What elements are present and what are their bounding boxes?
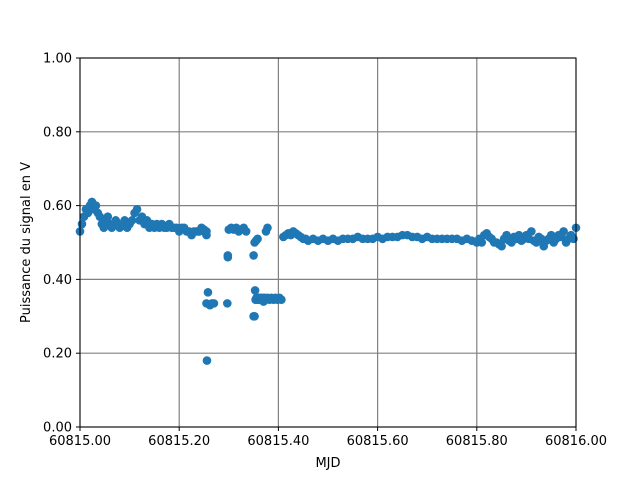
x-tick-label: 60815.80: [446, 434, 508, 449]
data-point: [569, 234, 578, 244]
data-point: [202, 227, 211, 236]
data-point: [477, 238, 487, 247]
x-tick-label: 60815.60: [347, 434, 409, 449]
data-point: [497, 241, 506, 251]
data-point: [203, 288, 213, 297]
data-point: [223, 251, 233, 260]
data-point: [277, 295, 286, 304]
y-tick-label: 0.20: [43, 347, 72, 362]
data-point: [77, 219, 87, 229]
data-points: [75, 197, 581, 365]
x-tick-label: 60815.40: [247, 434, 309, 449]
y-tick-label: 1.00: [43, 52, 72, 67]
y-tick-label: 0.40: [43, 273, 72, 288]
y-tick-label: 0.60: [43, 199, 72, 214]
axes-frame: [79, 57, 577, 428]
data-point: [263, 223, 272, 233]
data-point: [253, 234, 262, 244]
data-point: [103, 212, 113, 221]
data-point: [250, 286, 260, 295]
x-axis-label: MJD: [315, 456, 340, 471]
data-point: [202, 356, 212, 365]
data-point: [249, 251, 258, 260]
data-point: [209, 299, 219, 308]
y-axis-label: Puissance du signal en V: [19, 162, 34, 323]
x-tick-label: 60816.00: [545, 434, 607, 449]
data-point: [241, 227, 251, 236]
data-point: [559, 227, 568, 236]
x-tick-label: 60815.20: [148, 434, 210, 449]
x-tick-label: 60815.00: [49, 434, 111, 449]
y-axis-ticks: 0.00 0.20 0.40 0.60 0.80 1.00: [43, 52, 80, 436]
y-tick-label: 0.00: [43, 421, 72, 436]
data-point: [250, 312, 259, 321]
y-tick-label: 0.80: [43, 125, 72, 140]
data-point: [91, 201, 101, 210]
data-point: [127, 216, 137, 225]
data-point: [223, 299, 232, 308]
data-point: [527, 227, 536, 236]
data-point: [132, 204, 142, 214]
x-axis-ticks: 60815.00 60815.20 60815.40 60815.60 60815.80…: [49, 427, 607, 449]
